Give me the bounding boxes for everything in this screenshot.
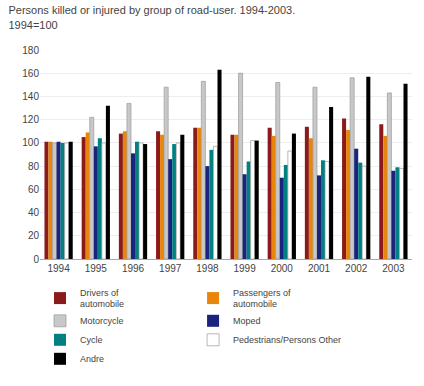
svg-text:80: 80 xyxy=(28,161,40,172)
svg-text:2002: 2002 xyxy=(345,263,368,274)
svg-text:100: 100 xyxy=(22,137,39,148)
svg-text:1997: 1997 xyxy=(159,263,182,274)
svg-text:1999: 1999 xyxy=(233,263,256,274)
svg-text:140: 140 xyxy=(22,91,39,102)
svg-text:160: 160 xyxy=(22,68,39,79)
svg-text:2001: 2001 xyxy=(308,263,331,274)
svg-text:2000: 2000 xyxy=(271,263,294,274)
svg-text:Motorcycle: Motorcycle xyxy=(80,316,124,326)
svg-text:120: 120 xyxy=(22,114,39,125)
svg-text:1994: 1994 xyxy=(47,263,70,274)
svg-text:1998: 1998 xyxy=(196,263,219,274)
svg-text:180: 180 xyxy=(22,45,39,56)
svg-text:40: 40 xyxy=(28,207,40,218)
svg-text:Persons killed or injured by g: Persons killed or injured by group of ro… xyxy=(8,4,295,30)
svg-text:1996: 1996 xyxy=(122,263,145,274)
svg-text:Andre: Andre xyxy=(80,354,104,364)
svg-text:Passengers ofautomobile: Passengers ofautomobile xyxy=(233,288,291,310)
svg-text:Moped: Moped xyxy=(233,316,261,326)
svg-text:Drivers ofautomobile: Drivers ofautomobile xyxy=(80,288,124,310)
svg-text:2003: 2003 xyxy=(382,263,405,274)
svg-text:Pedestrians/Persons Other: Pedestrians/Persons Other xyxy=(233,335,341,345)
svg-text:20: 20 xyxy=(28,230,40,241)
svg-text:1995: 1995 xyxy=(85,263,108,274)
svg-text:60: 60 xyxy=(28,184,40,195)
svg-text:0: 0 xyxy=(33,254,39,265)
svg-text:Cycle: Cycle xyxy=(80,335,103,345)
